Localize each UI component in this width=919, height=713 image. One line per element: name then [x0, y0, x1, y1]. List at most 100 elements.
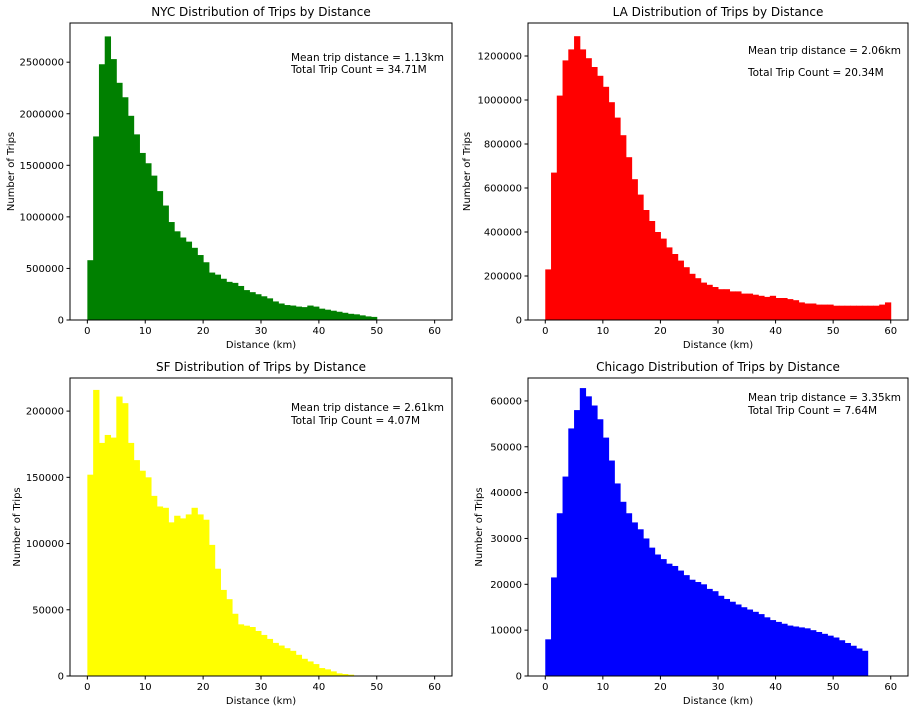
nyc-bar — [318, 308, 326, 320]
nyc-bar — [220, 278, 227, 320]
la-bar — [879, 304, 886, 320]
nyc-x-axis-label: Distance (km) — [226, 340, 296, 351]
sf-x-tick-label: 20 — [197, 682, 210, 693]
sf-bar — [197, 514, 204, 676]
la-bar — [683, 267, 690, 320]
sf-bar — [307, 661, 314, 676]
chicago-bar — [810, 630, 817, 676]
chicago-bar — [654, 554, 661, 676]
nyc-bar — [324, 309, 331, 320]
la-bar — [666, 247, 673, 320]
la-x-axis-label: Distance (km) — [683, 340, 753, 351]
chicago-y-axis-label: Number of Trips — [474, 487, 485, 566]
chicago-bar — [585, 396, 592, 676]
nyc-bar — [93, 136, 100, 320]
sf-bar — [127, 442, 135, 676]
nyc-bar — [278, 303, 285, 320]
chicago-bar — [712, 591, 719, 676]
nyc-bar — [145, 163, 152, 320]
chicago-y-tick-label: 50000 — [490, 442, 522, 453]
chicago-y-tick-label: 40000 — [490, 488, 522, 499]
la-bar — [591, 67, 598, 320]
chicago-bar — [856, 648, 863, 676]
la-bar — [648, 221, 656, 320]
chicago-bar — [700, 584, 707, 676]
chicago-bar — [735, 604, 742, 676]
chicago-bar — [850, 645, 857, 676]
nyc-bar — [313, 306, 320, 320]
la-bar — [781, 298, 788, 320]
nyc-bar — [295, 306, 303, 320]
la-bar — [625, 157, 633, 320]
chicago-bar — [815, 631, 823, 676]
la-bar — [545, 269, 552, 320]
la-x-tick-label: 40 — [769, 326, 782, 337]
sf-bar — [342, 674, 349, 676]
la-bar — [723, 289, 731, 320]
chicago-x-tick-label: 10 — [596, 682, 609, 693]
chicago-bar — [827, 635, 834, 676]
la-bar — [810, 303, 817, 320]
sf-bar — [284, 648, 291, 676]
la-bar — [700, 282, 707, 320]
sf-bar — [168, 522, 175, 676]
chicago-bar — [660, 559, 667, 676]
chicago-annotation: Mean trip distance = 3.35km — [748, 392, 901, 404]
chicago-bar — [723, 598, 731, 676]
sf-bar — [347, 674, 355, 676]
sf-x-tick-label: 10 — [139, 682, 152, 693]
nyc-bar — [330, 310, 337, 320]
nyc-bar — [365, 316, 372, 320]
nyc-bar — [104, 36, 112, 320]
sf-bar — [289, 650, 297, 676]
nyc-bar — [255, 294, 262, 320]
sf-y-tick-label: 0 — [58, 672, 64, 683]
chicago-bar — [625, 513, 633, 676]
sf-bar — [301, 658, 308, 676]
sf-histogram-panel: 0 10 20 30 40 50 60 0 50000 100000 150000 200000 SF … — [12, 360, 453, 707]
nyc-bar — [191, 247, 198, 320]
la-bar — [804, 303, 811, 320]
nyc-bar — [162, 205, 169, 320]
nyc-bar — [156, 191, 164, 320]
chicago-x-tick-label: 20 — [654, 682, 667, 693]
sf-bar — [255, 630, 262, 676]
nyc-annotation: Total Trip Count = 34.71M — [290, 64, 427, 76]
chicago-x-axis-label: Distance (km) — [683, 696, 753, 707]
chicago-y-tick-label: 30000 — [490, 534, 522, 545]
la-bar — [844, 305, 851, 320]
sf-bar — [87, 474, 94, 676]
nyc-bar — [197, 255, 204, 320]
chicago-bar — [781, 623, 788, 676]
nyc-x-tick-label: 20 — [197, 326, 210, 337]
chicago-bar — [844, 642, 851, 676]
la-bar — [689, 273, 696, 320]
chicago-bar — [752, 611, 759, 676]
chicago-bar — [614, 483, 621, 676]
la-y-tick-label: 600000 — [484, 184, 522, 195]
la-bar — [856, 305, 863, 320]
nyc-bar — [359, 315, 366, 320]
chicago-bar — [666, 563, 673, 676]
chicago-bar — [648, 547, 656, 676]
sf-bar — [93, 389, 100, 676]
chicago-bar — [787, 625, 794, 676]
la-x-tick-label: 50 — [827, 326, 840, 337]
nyc-y-tick-label: 2000000 — [19, 109, 64, 120]
nyc-bar — [139, 152, 146, 320]
chicago-bar — [689, 579, 696, 676]
la-bar — [764, 296, 771, 320]
la-bar — [833, 305, 840, 320]
la-bar — [787, 299, 794, 320]
sf-bar — [104, 434, 112, 676]
nyc-bar — [214, 274, 221, 320]
sf-bar — [174, 515, 181, 676]
nyc-bar — [203, 262, 210, 320]
sf-bar — [243, 625, 250, 676]
la-bar — [838, 305, 846, 320]
la-y-tick-label: 1200000 — [477, 52, 522, 63]
chicago-bar — [804, 628, 811, 676]
nyc-bar — [370, 316, 378, 320]
chicago-bar — [792, 626, 800, 676]
